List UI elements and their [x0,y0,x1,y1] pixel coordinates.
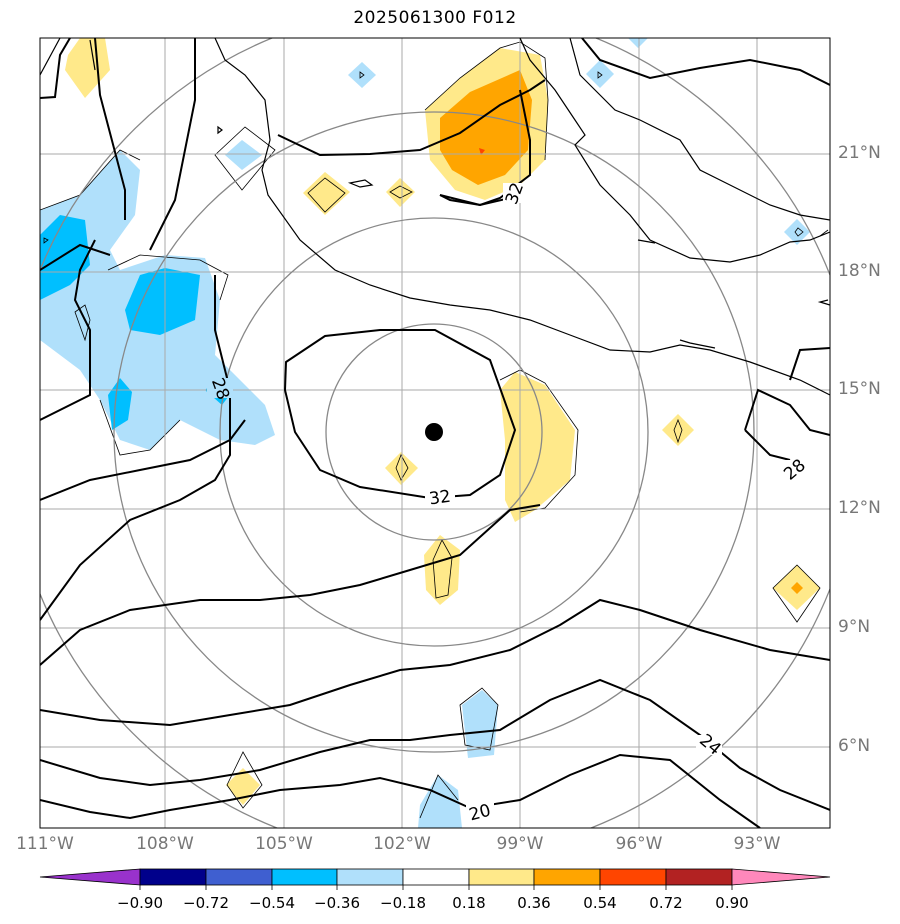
colorbar-tick-6: 0.18 [452,894,486,912]
lon-label-96w: 96°W [615,834,663,854]
colorbar-tick-8: 0.54 [583,894,617,912]
colorbar-tick-7: 0.36 [517,894,551,912]
shade-orange-north [440,70,532,185]
storm-center-marker [425,423,443,441]
shade-light-blue-n3 [628,38,648,48]
range-rings [40,38,830,828]
shade-yellow-d [662,414,694,446]
shade-light-blue-n2 [586,60,614,88]
shade-light-blue-s2 [418,775,462,828]
bold-contours [40,38,830,828]
lon-label-111w: 111°W [16,834,74,854]
map-title: 2025061300 F012 [353,8,517,28]
shade-yellow-nw [65,38,110,98]
colorbar-tick-5: −0.18 [380,894,426,912]
lon-label-102w: 102°W [373,834,431,854]
lat-label-21n: 21°N [838,143,881,163]
contour-label-32-center: 32 [428,487,452,510]
shade-light-blue-nw [225,140,262,170]
map-plot-area [40,38,830,828]
colorbar-extend-low [39,868,141,886]
colorbar-tick-2: −0.72 [183,894,229,912]
colorbar-tick-1: −0.90 [117,894,163,912]
shade-yellow-b [386,178,415,207]
colorbar-tick-10: 0.90 [715,894,749,912]
colorbar [39,868,831,890]
contour-labels: 32 28 32 28 24 20 [207,180,810,825]
lat-label-18n: 18°N [838,261,881,281]
shade-orange-f [791,582,803,594]
map-frame [39,37,831,829]
lat-label-15n: 15°N [838,379,881,399]
shade-red-dot [479,148,485,155]
lat-label-9n: 9°N [838,617,871,637]
lon-label-105w: 105°W [255,834,313,854]
shade-light-blue-e [784,219,810,245]
lat-label-6n: 6°N [838,736,871,756]
positive-shading [65,38,820,805]
shade-light-blue-s1 [462,690,498,758]
shade-yellow-east [500,372,575,522]
lon-label-108w: 108°W [136,834,194,854]
coastline [40,38,830,396]
shade-blue-b [125,268,200,335]
colorbar-tick-3: −0.54 [249,894,295,912]
negative-shading [40,38,810,828]
lon-label-93w: 93°W [733,834,781,854]
lat-label-12n: 12°N [838,498,881,518]
shade-yellow-a [303,172,350,215]
shade-yellow-e [424,535,460,605]
colorbar-tick-9: 0.72 [649,894,683,912]
colorbar-extend-high [731,868,831,886]
colorbar-tick-4: −0.36 [314,894,360,912]
shade-yellow-g [226,768,260,805]
shade-light-blue-n1 [348,62,376,88]
contour-label-28-east: 28 [780,455,809,484]
lon-label-99w: 99°W [496,834,544,854]
shade-blue-a [40,215,90,300]
